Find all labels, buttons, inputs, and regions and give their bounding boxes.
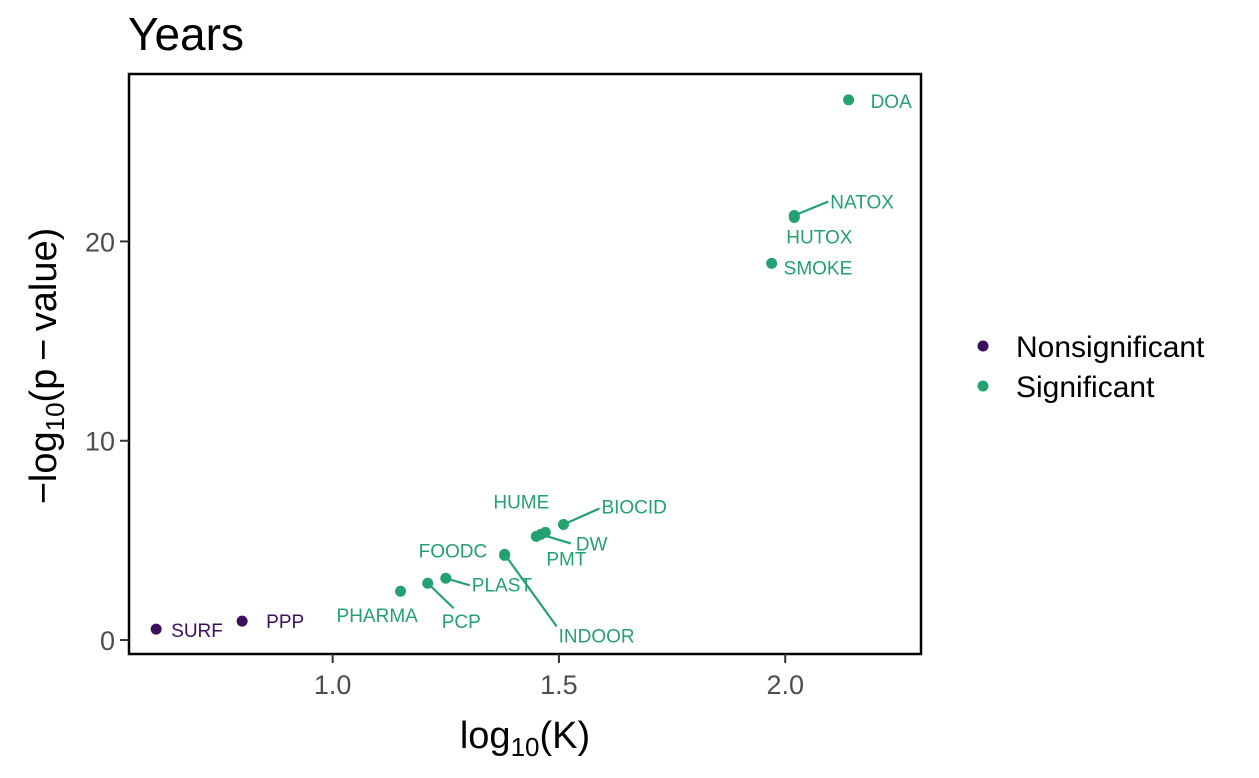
chart-title: Years [128,8,244,60]
y-axis: 0 10 20 [85,227,129,656]
plot-panel-border [127,72,923,656]
x-axis: 1.0 1.5 2.0 [314,654,804,700]
data-point [499,549,511,561]
x-axis-title-base: log [460,715,511,757]
point-label: PLAST [472,575,533,596]
data-point [422,577,434,589]
data-point [843,94,855,106]
point-label: FOODC [419,541,488,562]
x-tick-label: 2.0 [766,670,804,700]
x-axis-title: log10(K) [460,715,590,762]
legend: Nonsignificant Significant [977,331,1205,404]
x-tick-label: 1.0 [314,670,352,700]
y-tick-label: 10 [85,427,115,457]
label-connector [503,553,558,627]
point-label: INDOOR [559,626,635,647]
point-label: PMT [546,549,587,570]
point-label: NATOX [830,193,894,214]
data-point [557,518,569,530]
x-tick-label: 1.5 [540,670,578,700]
label-connector [426,582,455,610]
point-label: SURF [171,621,223,642]
point-label: DW [576,534,608,555]
data-point [766,257,778,269]
data-point [530,530,542,542]
y-axis-title: −log10(p − value) [23,228,70,505]
x-axis-title-subscript: 10 [511,732,540,762]
point-label: PPP [266,612,304,633]
legend-label: Significant [1016,371,1155,404]
label-connector [793,200,829,217]
legend-key [977,340,989,352]
data-point [236,615,248,627]
data-point [395,585,407,597]
data-points [150,94,855,635]
point-label: DOA [871,92,913,113]
y-axis-title-rest: (p − value) [23,228,65,403]
y-tick-label: 20 [85,227,115,257]
data-point [788,212,800,224]
point-label: BIOCID [601,497,666,518]
point-label: HUTOX [786,228,852,249]
y-tick-label: 0 [100,626,115,656]
point-label: PCP [442,612,481,633]
x-axis-title-rest: (K) [539,715,590,757]
legend-key [977,380,989,392]
y-axis-title-prefix: −log [23,431,65,504]
legend-label: Nonsignificant [1016,331,1205,364]
data-point [440,572,452,584]
point-label: PHARMA [337,606,419,627]
point-label: HUME [493,492,549,513]
point-label: SMOKE [784,258,853,279]
data-point [150,623,162,635]
label-connector [563,507,600,526]
y-axis-title-subscript: 10 [40,402,70,431]
